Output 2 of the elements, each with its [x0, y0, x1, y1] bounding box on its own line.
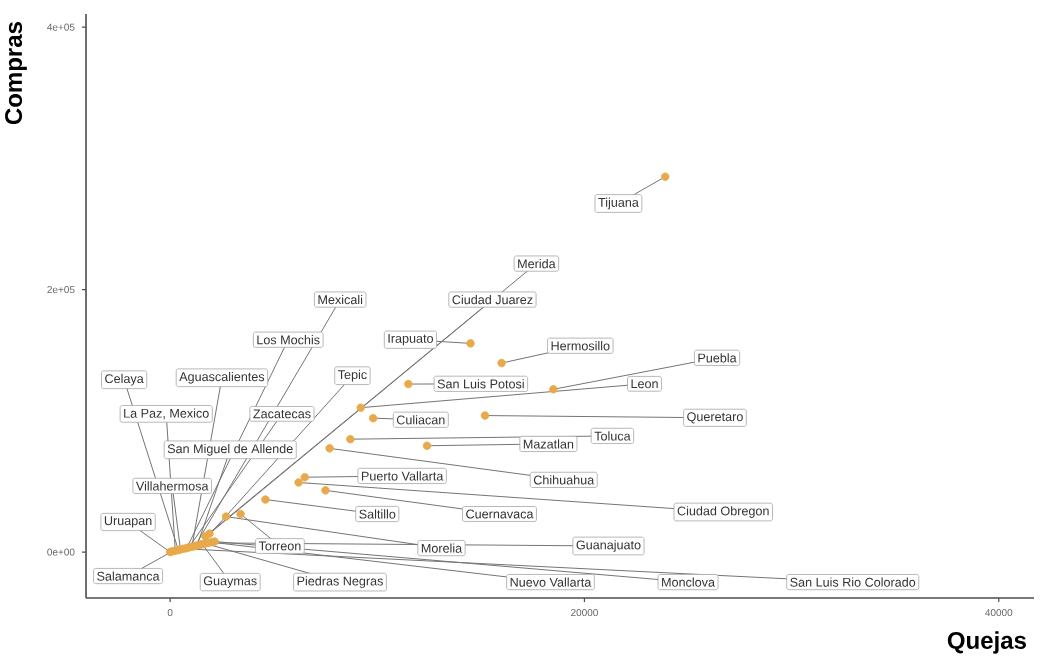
- y-axis-title: Compras: [5, 22, 27, 125]
- x-axis-title: Quejas: [947, 631, 1026, 654]
